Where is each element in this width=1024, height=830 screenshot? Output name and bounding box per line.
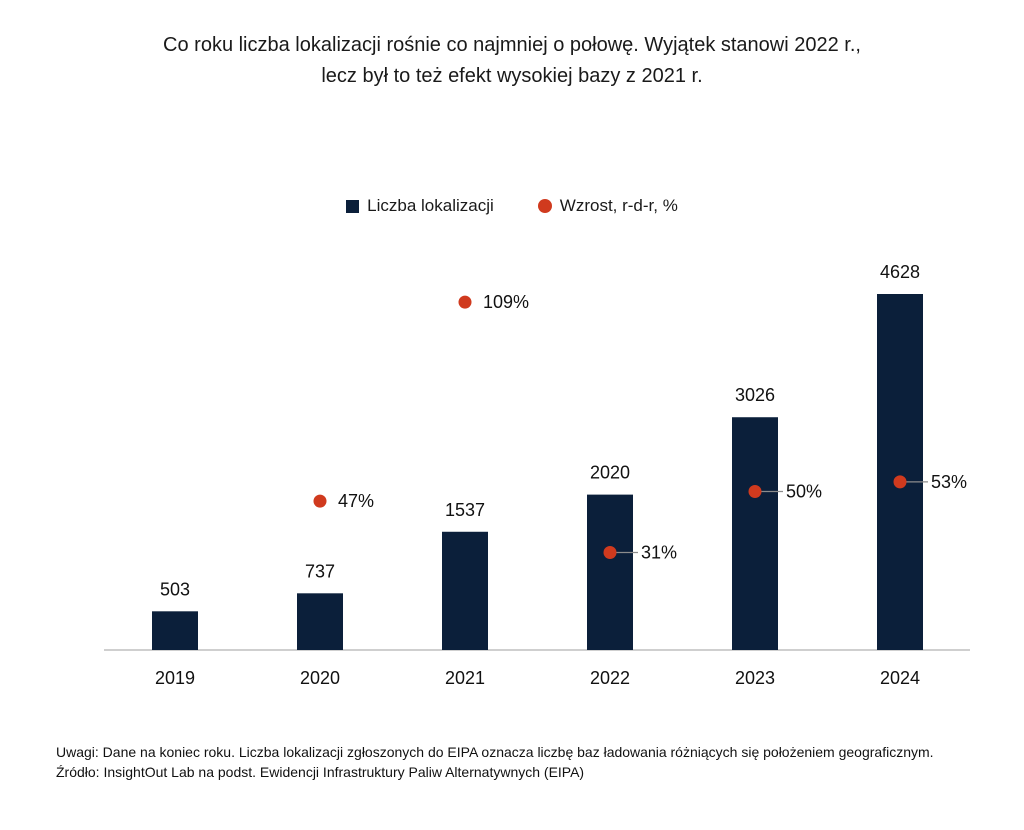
growth-label-2022: 31% [641,542,677,562]
notes-remarks: Uwagi: Dane na koniec roku. Liczba lokal… [56,744,934,760]
bar-2021 [442,531,488,650]
legend-label-growth: Wzrost, r-d-r, % [559,196,678,215]
chart-title-line-2: lecz był to też efekt wysokiej bazy z 20… [321,65,703,87]
growth-label-2020: 47% [338,491,374,511]
bar-2020 [297,593,343,650]
legend-swatch-growth [537,199,552,213]
x-tick-label-2020: 2020 [300,668,340,688]
legend-item-growth: Wzrost, r-d-r, % [537,196,678,216]
legend-item-bars: Liczba lokalizacji [346,196,494,216]
growth-dot-2020 [313,494,327,508]
x-tick-label-2023: 2023 [735,668,775,688]
growth-dot-2023 [748,485,762,498]
chart-legend: Liczba lokalizacji Wzrost, r-d-r, % [0,196,1024,216]
legend-label-bars: Liczba lokalizacji [367,196,494,215]
chart-title: Co roku liczba lokalizacji rośnie co naj… [0,30,1024,92]
bar-2024 [877,294,923,650]
bar-value-label-2023: 3026 [735,385,775,405]
chart-title-line-1: Co roku liczba lokalizacji rośnie co naj… [163,34,861,56]
x-tick-label-2022: 2022 [590,668,630,688]
bar-value-label-2024: 4628 [880,262,920,282]
legend-swatch-bars [346,199,360,213]
bar-value-label-2022: 2020 [590,463,630,483]
x-tick-label-2024: 2024 [880,668,920,688]
x-tick-label-2019: 2019 [155,668,195,688]
bar-value-label-2019: 503 [160,579,190,599]
bar-value-label-2021: 1537 [445,500,485,520]
growth-dot-2024 [893,475,907,489]
growth-label-2024: 53% [931,472,967,492]
chart-plot: 503 2019 737 2020 47% 1537 2021 109% 2020 2022 31%… [104,262,970,688]
growth-dot-2022 [603,545,617,559]
bar-2022 [587,494,633,650]
growth-dot-2021 [458,295,472,309]
bar-value-label-2020: 737 [305,561,335,581]
notes-source: Źródło: InsightOut Lab na podst. Ewidenc… [56,764,585,780]
bar-2023 [732,417,778,650]
growth-label-2021: 109% [483,292,529,312]
bar-2019 [152,611,198,650]
x-tick-label-2021: 2021 [445,668,485,688]
growth-label-2023: 50% [786,482,822,502]
chart-notes: Uwagi: Dane na koniec roku. Liczba lokal… [56,742,986,782]
